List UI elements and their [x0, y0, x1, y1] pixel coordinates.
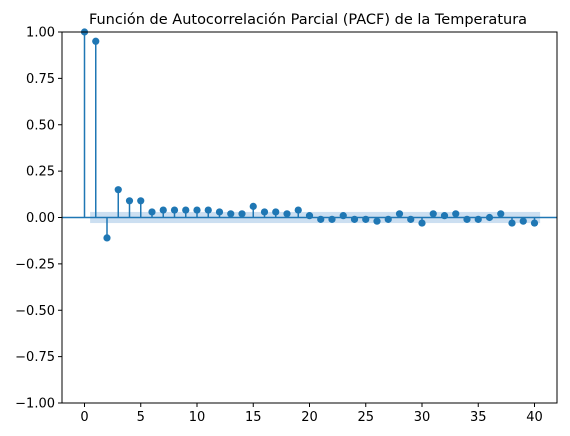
data-point-lag-17: [272, 208, 280, 216]
y-tick-label: −0.25: [15, 257, 55, 272]
data-point-lag-33: [452, 210, 460, 218]
data-point-lag-9: [182, 206, 190, 214]
data-point-lag-28: [395, 210, 404, 218]
data-point-lag-14: [238, 210, 246, 218]
y-tick-label: 0.25: [26, 165, 55, 180]
data-point-lag-39: [519, 217, 527, 225]
x-tick-label: 25: [357, 410, 374, 425]
data-point-lag-19: [294, 206, 302, 214]
stem-layer: [62, 28, 557, 242]
y-tick-label: −0.75: [15, 350, 55, 365]
y-tick-label: −1.00: [15, 397, 55, 412]
data-point-lag-36: [485, 213, 494, 222]
data-point-lag-4: [125, 197, 134, 205]
data-point-lag-11: [204, 206, 212, 214]
y-tick-label: 0.75: [26, 72, 55, 87]
data-point-lag-26: [373, 217, 381, 225]
data-point-lag-25: [362, 215, 370, 223]
y-tick-label: −0.50: [15, 304, 55, 319]
x-tick-label: 5: [137, 410, 145, 425]
chart-title: Función de Autocorrelación Parcial (PACF…: [89, 12, 527, 28]
y-tick-label: 1.00: [26, 26, 55, 41]
x-tick-label: 30: [414, 410, 431, 425]
data-point-lag-32: [440, 212, 449, 220]
data-point-lag-10: [193, 206, 201, 214]
data-point-lag-38: [508, 219, 516, 227]
data-point-lag-31: [429, 210, 437, 218]
data-point-lag-23: [339, 212, 347, 220]
x-tick-label: 35: [470, 410, 487, 425]
data-point-lag-20: [305, 212, 314, 220]
x-tick-label: 20: [301, 410, 318, 425]
data-point-lag-7: [159, 206, 167, 214]
data-point-lag-1: [92, 37, 100, 45]
data-point-lag-40: [530, 219, 539, 227]
data-point-lag-35: [474, 215, 482, 223]
data-point-lag-22: [328, 215, 336, 223]
data-point-lag-2: [103, 234, 111, 242]
axes-layer: 0 5 10 15 20 25 30 35 40 −1.00 −0.75 −0.50 −0.25 0.00…: [15, 26, 558, 425]
y-tick-label: 0.50: [26, 118, 55, 133]
data-point-lag-13: [227, 210, 235, 218]
x-tick-label: 15: [245, 410, 262, 425]
data-point-lag-29: [407, 215, 415, 223]
data-point-lag-37: [497, 210, 505, 218]
x-tick-label: 0: [80, 410, 88, 425]
data-point-lag-16: [260, 208, 269, 216]
x-tick-label: 40: [526, 410, 543, 425]
y-tick-label: 0.00: [26, 211, 55, 226]
data-point-lag-27: [384, 215, 392, 223]
data-point-lag-3: [114, 186, 122, 194]
data-point-lag-24: [350, 215, 359, 223]
data-point-lag-12: [215, 208, 224, 216]
data-point-lag-30: [418, 219, 426, 227]
data-point-lag-18: [283, 210, 291, 218]
data-point-lag-8: [170, 206, 179, 214]
data-point-lag-21: [317, 215, 325, 223]
data-point-lag-5: [137, 197, 145, 205]
data-point-lag-15: [249, 202, 257, 210]
x-tick-label: 10: [189, 410, 206, 425]
data-point-lag-34: [463, 215, 471, 223]
data-point-lag-6: [148, 208, 156, 216]
